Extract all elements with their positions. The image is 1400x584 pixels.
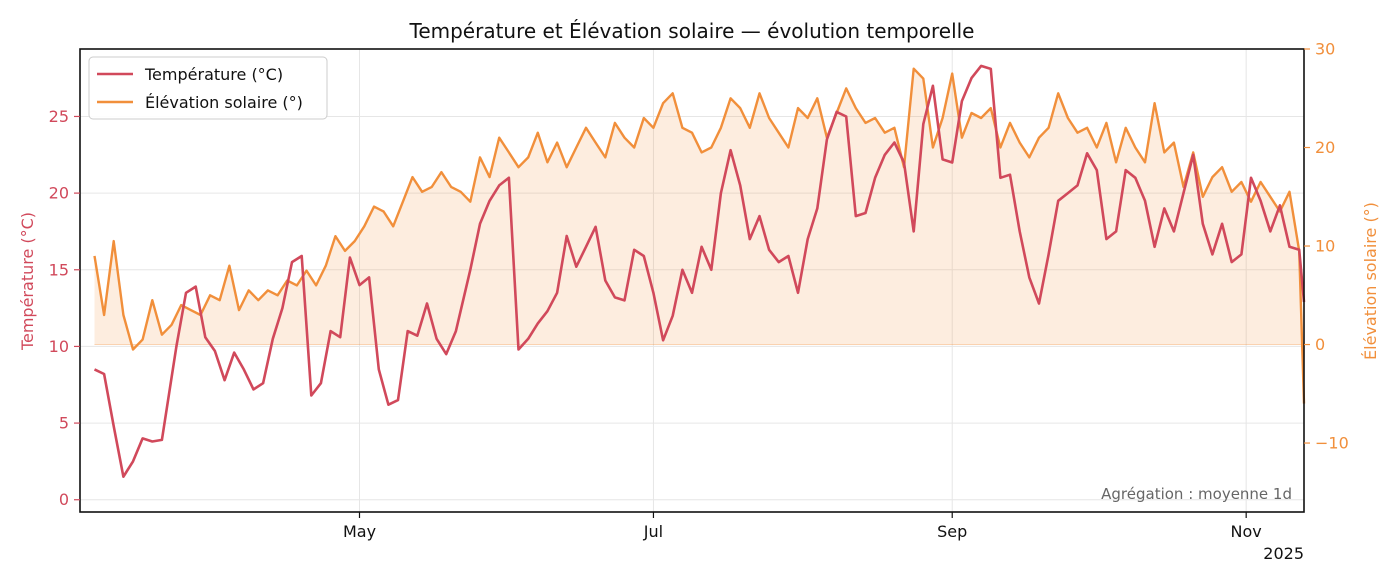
legend-label-solar-elevation: Élévation solaire (°) (145, 93, 303, 112)
y-right-tick-label: −10 (1315, 434, 1349, 453)
solar-elevation-fill (94, 68, 1304, 404)
x-axis: May Jul Sep Nov (343, 512, 1262, 541)
y-right-tick-label: 0 (1315, 335, 1325, 354)
legend-box (88, 56, 328, 120)
y-right-tick-label: 20 (1315, 138, 1335, 157)
x-tick-label: May (343, 522, 376, 541)
y-left-tick-label: 20 (49, 184, 69, 203)
x-tick-label: Sep (937, 522, 967, 541)
aggregation-annotation: Agrégation : moyenne 1d (1101, 485, 1292, 503)
y-axis-left: 0 5 10 15 20 25 (49, 107, 80, 509)
x-tick-label: Jul (643, 522, 663, 541)
y-axis-right: −10 0 10 20 30 (1304, 40, 1349, 453)
legend-label-temperature: Température (°C) (144, 65, 283, 84)
y-right-tick-label: 10 (1315, 237, 1335, 256)
x-tick-label: Nov (1231, 522, 1262, 541)
legend: Température (°C) Élévation solaire (°) (88, 56, 328, 120)
temperature-line (93, 64, 1306, 478)
x-axis-year-label: 2025 (1263, 544, 1304, 563)
y-axis-right-label: Élévation solaire (°) (1361, 202, 1380, 360)
y-right-tick-label: 30 (1315, 40, 1335, 59)
y-axis-left-label: Température (°C) (18, 212, 37, 351)
y-left-tick-label: 5 (59, 414, 69, 433)
y-left-tick-label: 10 (49, 337, 69, 356)
solar-elevation-line (93, 67, 1306, 404)
chart-title: Température et Élévation solaire — évolu… (409, 19, 975, 43)
grid (80, 49, 1304, 512)
y-left-tick-label: 0 (59, 490, 69, 509)
y-left-tick-label: 25 (49, 107, 69, 126)
y-left-tick-label: 15 (49, 260, 69, 279)
plot-frame (79, 48, 1305, 513)
